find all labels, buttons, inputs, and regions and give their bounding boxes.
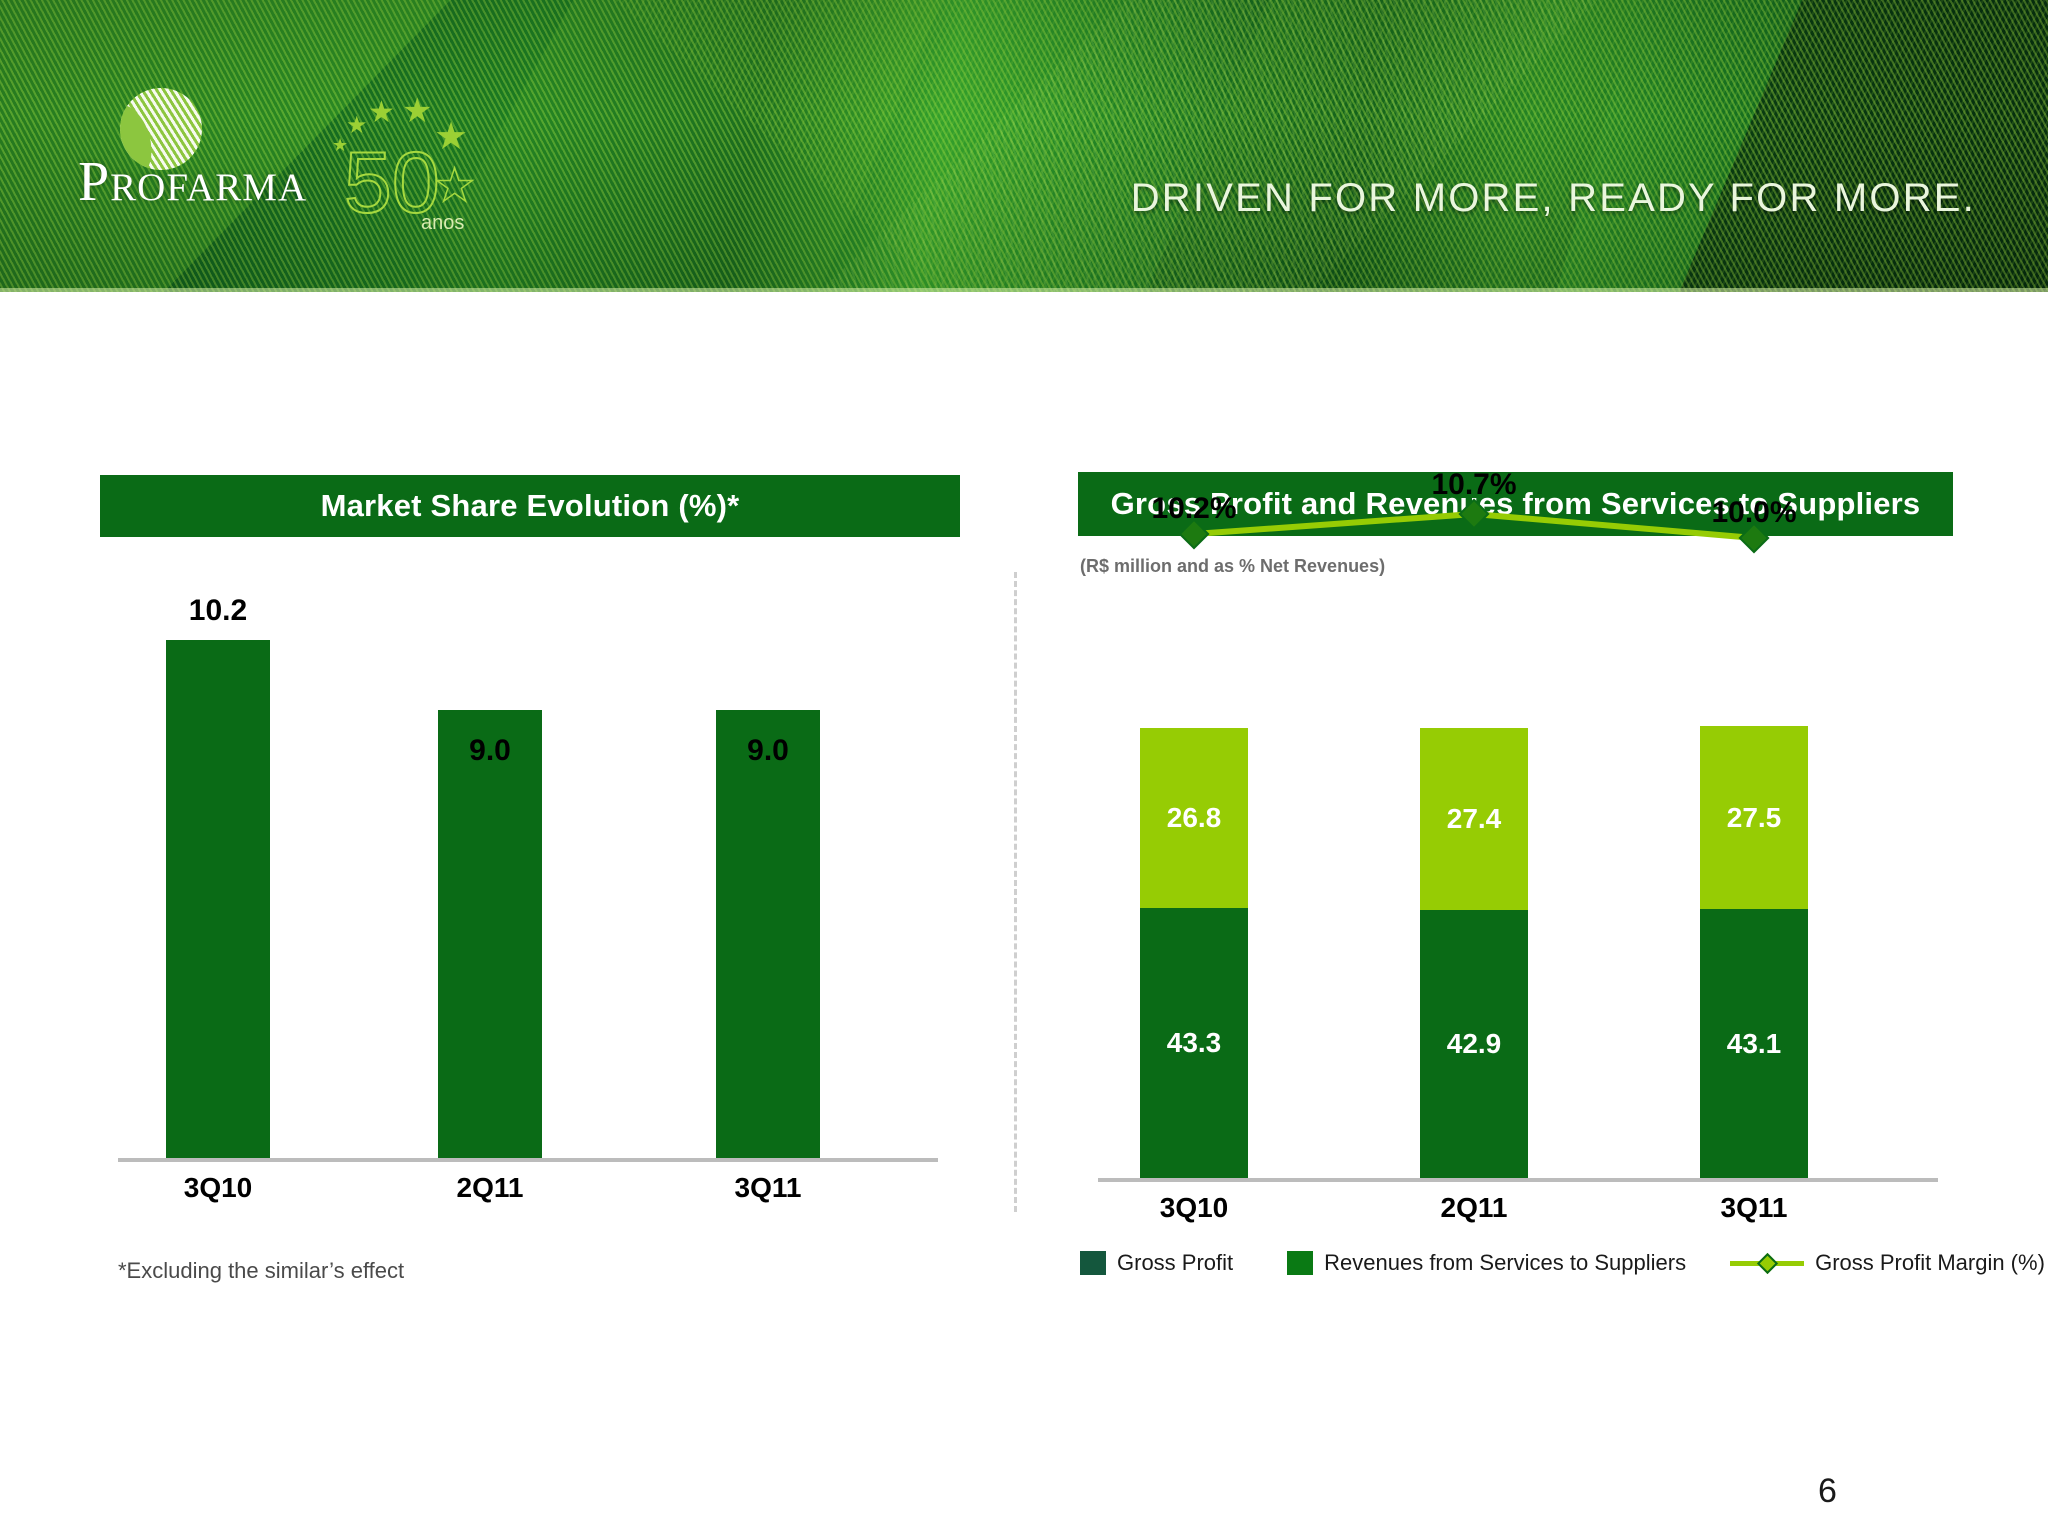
profarma-logo: Profarma ★ ★ ★ ★ ★ ★ 50 anos: [78, 88, 496, 234]
legend-label-revenues-services: Revenues from Services to Suppliers: [1324, 1250, 1687, 1275]
left-bar-0: [166, 640, 270, 1158]
anniversary-number: 50: [343, 135, 441, 231]
legend-diamond-marker-icon: [1756, 1252, 1778, 1274]
right-bar-group-0: 26.8 43.3 3Q10: [1140, 728, 1248, 1223]
left-bar-category-2: 3Q11: [734, 1172, 802, 1203]
right-bar-top-1: 27.4: [1420, 728, 1528, 910]
left-bar-value-0: 10.2: [188, 594, 248, 627]
right-bar-group-1: 27.4 42.9 2Q11: [1420, 728, 1528, 1223]
margin-value-0: 10.2%: [1151, 492, 1237, 525]
legend-label-gross-profit: Gross Profit: [1117, 1250, 1234, 1275]
margin-value-1: 10.7%: [1431, 468, 1517, 501]
left-bar-group-2: 9.0 3Q11: [716, 710, 820, 1203]
legend-label-gross-profit-margin: Gross Profit Margin (%): [1815, 1250, 2045, 1275]
panel-divider: [1014, 572, 1017, 1212]
legend-item-gross-profit[interactable]: Gross Profit: [1080, 1250, 1233, 1276]
star-icon-5: ★: [434, 116, 469, 158]
header-vignette: [0, 0, 2048, 292]
header-tagline: DRIVEN FOR MORE, READY FOR MORE.: [1130, 176, 1976, 220]
profarma-wordmark: Profarma: [78, 151, 308, 213]
legend-swatch-gross-profit-icon: [1080, 1251, 1106, 1275]
anniversary-label: anos: [421, 212, 465, 234]
legend-item-gross-profit-margin[interactable]: Gross Profit Margin (%): [1730, 1250, 2045, 1276]
right-bar-group-2: 27.5 43.1 3Q11: [1700, 726, 1808, 1223]
right-chart-subtitle: (R$ million and as % Net Revenues): [1080, 556, 1386, 576]
left-bar-value-1: 9.0: [469, 734, 511, 767]
legend-item-revenues-services[interactable]: Revenues from Services to Suppliers: [1287, 1250, 1686, 1276]
market-share-chart: 10.2 3Q10 9.0 2Q11 9.0 3Q11: [100, 560, 960, 1203]
header-banner: Profarma ★ ★ ★ ★ ★ ★ 50 anos DRIVEN FOR …: [0, 0, 2048, 292]
right-bar-bottom-1: 42.9: [1420, 910, 1528, 1178]
left-bar-group-1: 9.0 2Q11: [438, 710, 542, 1203]
profarma-leaf-icon: [120, 88, 202, 170]
left-bar-2: [716, 710, 820, 1158]
star-icon-outline: ★: [433, 159, 476, 211]
page-number: 6: [1818, 1472, 1837, 1510]
right-bar-bottom-0: 43.3: [1140, 908, 1248, 1178]
left-chart-axis-line: [118, 1158, 938, 1162]
right-bar-top-2: 27.5: [1700, 726, 1808, 909]
gross-profit-chart: 10.2% 10.7% 10.0% 26.8 43.3 3Q10 27.4 42…: [1078, 468, 1953, 1223]
right-chart-axis-line: [1098, 1178, 1938, 1182]
legend-line-margin-icon: [1730, 1252, 1805, 1274]
left-bar-category-0: 3Q10: [183, 1172, 253, 1203]
right-chart-legend: Gross Profit Revenues from Services to S…: [1080, 1250, 2045, 1276]
star-icon-3: ★: [368, 96, 395, 129]
right-bar-category-1: 2Q11: [1440, 1192, 1508, 1223]
legend-swatch-revenues-icon: [1287, 1251, 1314, 1275]
right-bar-category-0: 3Q10: [1159, 1192, 1229, 1223]
left-chart-footnote: *Excluding the similar’s effect: [118, 1258, 405, 1283]
right-bar-top-0: 26.8: [1140, 728, 1248, 908]
margin-value-2: 10.0%: [1711, 496, 1797, 529]
star-icon-2: ★: [346, 112, 368, 139]
left-bar-value-2: 9.0: [747, 734, 789, 767]
star-icon-1: ★: [332, 135, 349, 155]
left-bar-category-1: 2Q11: [456, 1172, 524, 1203]
right-bar-bottom-2: 43.1: [1700, 909, 1808, 1178]
left-bar-1: [438, 710, 542, 1158]
left-bar-group-0: 10.2 3Q10: [166, 594, 270, 1203]
star-icon-4: ★: [402, 92, 433, 130]
right-bar-category-2: 3Q11: [1720, 1192, 1788, 1223]
header-stripe-texture-primary: [0, 0, 2048, 292]
header-bottom-rule: [0, 288, 2048, 292]
left-chart-title: Market Share Evolution (%)*: [100, 475, 960, 537]
